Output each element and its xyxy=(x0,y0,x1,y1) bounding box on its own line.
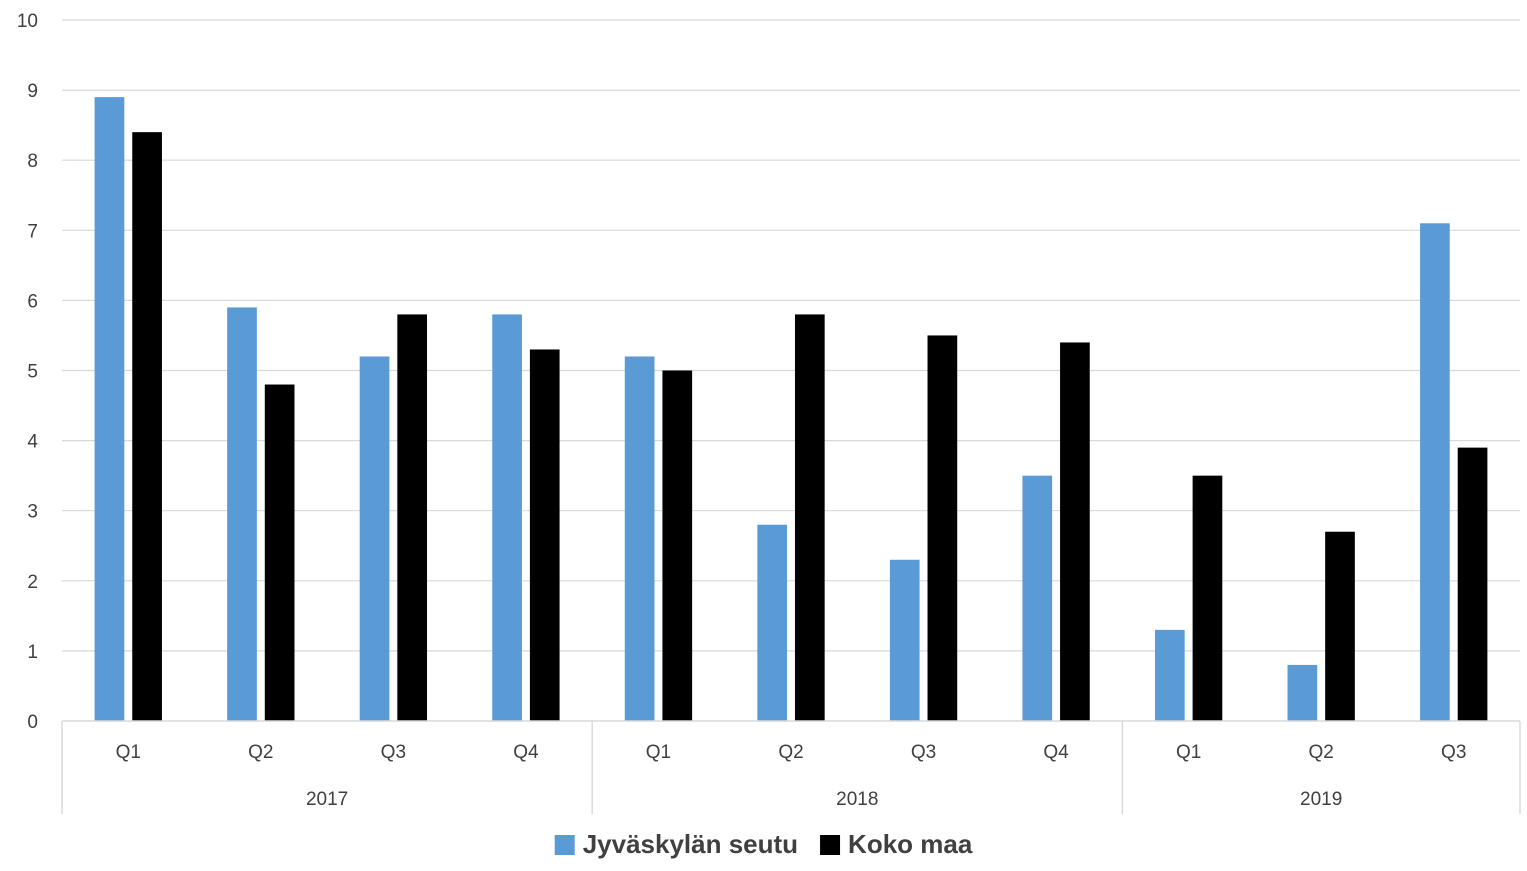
y-tick-label: 5 xyxy=(27,362,38,383)
y-tick-label: 2 xyxy=(27,572,38,593)
bar-koko-maa xyxy=(264,384,295,721)
bar-koko-maa xyxy=(397,314,428,721)
legend-swatch xyxy=(820,835,841,855)
bar-jyvaskylan-seutu xyxy=(94,97,125,722)
axes: 0 1 2 3 4 5 6 7 8 9 10 Q1 Q2 Q3 Q4 Q1 Q2 Q3 Q4 Q1 Q2 Q3 2017 20… xyxy=(17,11,1521,814)
y-tick-label: 8 xyxy=(27,151,38,172)
bar-jyvaskylan-seutu xyxy=(624,356,655,721)
x-tick-label: Q1 xyxy=(1176,742,1201,763)
bar-jyvaskylan-seutu xyxy=(757,524,788,721)
legend-item-jyvaskylan-seutu: Jyväskylän seutu xyxy=(554,829,798,859)
x-tick-label: Q3 xyxy=(1441,742,1466,763)
gridlines xyxy=(62,19,1520,652)
x-tick-label: Q3 xyxy=(381,742,406,763)
y-tick-label: 0 xyxy=(27,712,38,733)
y-tick-label: 1 xyxy=(27,642,38,663)
bar-jyvaskylan-seutu xyxy=(1420,223,1450,722)
y-tick-label: 6 xyxy=(27,291,38,312)
legend: Jyväskylän seutu Koko maa xyxy=(554,829,973,859)
x-tick-label: Q3 xyxy=(911,742,936,763)
bar-koko-maa xyxy=(1457,447,1488,721)
bar-jyvaskylan-seutu xyxy=(492,314,522,721)
legend-label: Jyväskylän seutu xyxy=(583,829,798,859)
x-tick-label: Q4 xyxy=(513,742,539,763)
group-label: 2019 xyxy=(1300,789,1342,810)
x-tick-label: Q2 xyxy=(778,742,803,763)
bar-jyvaskylan-seutu xyxy=(1287,664,1318,721)
x-tick-label: Q1 xyxy=(116,742,141,763)
bar-jyvaskylan-seutu xyxy=(359,356,390,721)
bar-koko-maa xyxy=(927,335,958,721)
legend-label: Koko maa xyxy=(848,829,973,859)
x-tick-label: Q1 xyxy=(646,742,671,763)
bar-koko-maa xyxy=(794,314,825,721)
bars xyxy=(94,97,1488,722)
legend-item-koko-maa: Koko maa xyxy=(820,829,973,859)
y-tick-label: 4 xyxy=(27,432,38,453)
bar-koko-maa xyxy=(132,132,162,721)
y-tick-label: 3 xyxy=(27,502,38,523)
group-label: 2017 xyxy=(306,789,348,810)
y-tick-label: 10 xyxy=(17,11,38,32)
y-tick-label: 7 xyxy=(27,221,38,242)
x-tick-label: Q2 xyxy=(248,742,273,763)
bar-koko-maa xyxy=(1192,475,1223,721)
bar-koko-maa xyxy=(529,349,560,721)
bar-jyvaskylan-seutu xyxy=(889,559,920,721)
x-tick-label: Q2 xyxy=(1309,742,1334,763)
bar-koko-maa xyxy=(662,370,693,721)
bar-koko-maa xyxy=(1060,342,1090,721)
x-tick-label: Q4 xyxy=(1043,742,1069,763)
bar-jyvaskylan-seutu xyxy=(1022,475,1053,721)
legend-swatch xyxy=(554,835,575,855)
bar-koko-maa xyxy=(1325,531,1355,721)
bar-jyvaskylan-seutu xyxy=(1154,629,1185,721)
y-tick-label: 9 xyxy=(27,81,38,102)
group-label: 2018 xyxy=(836,789,878,810)
bar-jyvaskylan-seutu xyxy=(227,307,257,721)
